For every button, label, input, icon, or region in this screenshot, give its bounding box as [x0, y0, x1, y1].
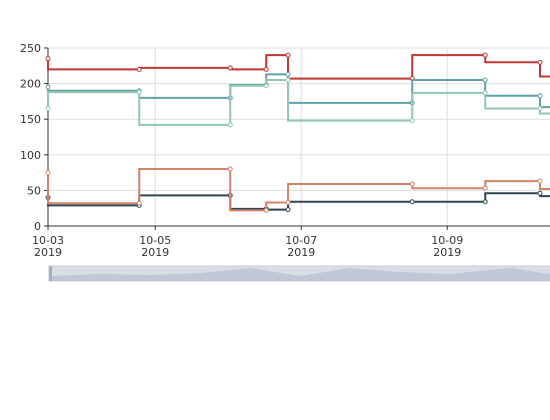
data-point [537, 178, 543, 184]
data-point [285, 207, 291, 213]
data-point [285, 200, 291, 206]
y-tick-label: 50 [27, 184, 41, 197]
data-point [537, 190, 543, 196]
zoom-handle[interactable] [49, 266, 52, 281]
data-point [537, 59, 543, 65]
data-point [263, 207, 269, 213]
data-point [482, 90, 488, 96]
data-point [136, 66, 142, 72]
series-line [47, 192, 550, 211]
series-line [47, 168, 550, 212]
x-tick-label: 10-07 2019 [285, 234, 317, 259]
zoom-shadow [49, 268, 550, 281]
data-point [45, 84, 51, 90]
plot-area [45, 52, 550, 213]
data-point [227, 65, 233, 71]
y-tick-label: 200 [20, 78, 41, 91]
data-point [227, 166, 233, 172]
data-point [409, 199, 415, 205]
data-point [482, 77, 488, 83]
y-tick-label: 150 [20, 113, 41, 126]
data-point [227, 122, 233, 128]
data-point [537, 106, 543, 112]
data-point [45, 56, 51, 62]
data-zoom[interactable] [48, 265, 550, 282]
data-point [263, 66, 269, 72]
data-point [409, 118, 415, 124]
data-point [285, 71, 291, 77]
x-tick-label: 10-03 2019 [32, 234, 64, 259]
x-tick-label: 10-05 2019 [139, 234, 171, 259]
data-point [482, 52, 488, 58]
data-point [263, 83, 269, 89]
data-point [136, 200, 142, 206]
y-tick-label: 0 [34, 220, 41, 233]
data-point [482, 199, 488, 205]
y-tick-label: 100 [20, 149, 41, 162]
data-point [285, 52, 291, 58]
data-point [45, 106, 51, 112]
x-tick-label: 10-09 2019 [431, 234, 463, 259]
data-point [285, 77, 291, 83]
y-tick-label: 250 [20, 42, 41, 55]
data-point [482, 185, 488, 191]
data-point [537, 93, 543, 99]
data-point [45, 170, 51, 176]
data-point [409, 181, 415, 187]
data-point [136, 89, 142, 95]
series-line [47, 54, 550, 80]
